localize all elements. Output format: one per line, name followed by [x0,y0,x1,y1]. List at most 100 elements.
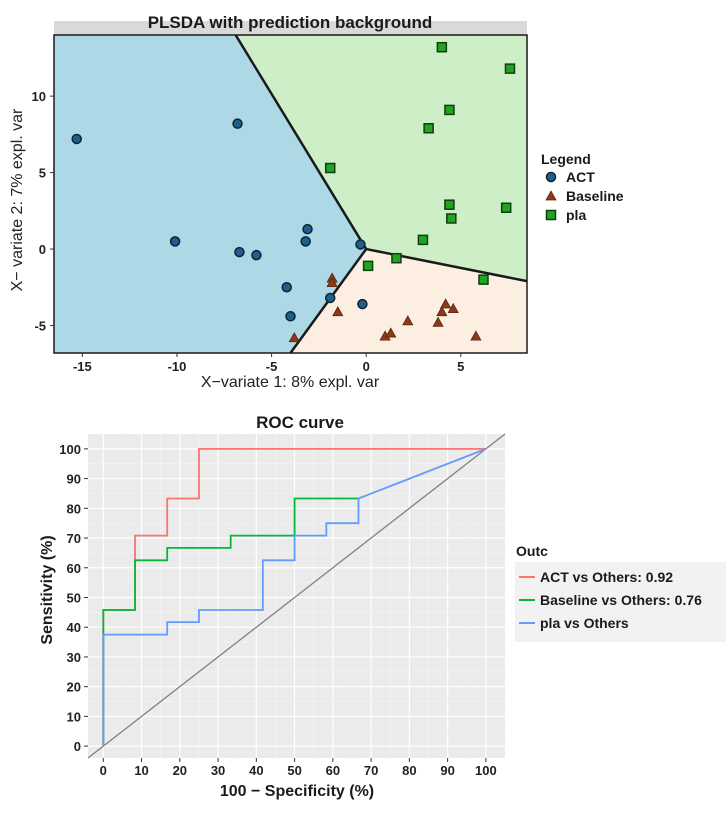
legend-marker-act [545,171,557,183]
legend-marker-pla [545,209,557,221]
point-act [232,118,243,129]
roc-y-tick-label: 30 [67,650,81,665]
legend-marker-baseline [545,190,557,201]
plsda-plot-frame [53,34,528,354]
point-baseline [385,327,397,338]
roc-x-tick-label: 70 [364,763,378,778]
plsda-x-tick-label: 0 [363,359,370,374]
point-baseline [326,276,338,288]
region-act [54,35,367,353]
point-act [357,298,368,310]
point-baseline [288,331,300,343]
roc-x-tick-label: 60 [326,763,340,778]
roc-legend-label-act-vs-others-0-92: ACT vs Others: 0.92 [540,569,673,585]
roc-y-tick-label: 70 [67,531,81,546]
plsda-y-tick-label: 10 [32,89,46,104]
prediction-regions [54,35,527,353]
roc-series-line-pla-vs-others [102,448,487,747]
roc-y-ticks: 0 10 20 30 40 50 60 70 80 90 100 [59,442,88,754]
roc-x-ticks: 0 10 20 30 40 50 60 70 80 90 100 [100,758,497,778]
roc-legend-label-pla-vs-others: pla vs Others [540,615,629,631]
roc-y-tick-label: 90 [67,472,81,487]
point-baseline [402,315,414,326]
roc-reference-diagonal [87,433,506,759]
point-baseline [436,305,448,317]
roc-y-tick-label: 10 [67,709,81,724]
plsda-x-ticks: -15 -10 -5 0 5 [73,353,464,374]
plsda-x-tick-label: -10 [168,359,187,374]
region-baseline [290,249,527,353]
roc-x-tick-label: 10 [134,763,148,778]
point-baseline [332,305,344,317]
plsda-title-strip [54,21,527,35]
legend-label-pla: pla [566,207,586,223]
point-baseline [470,330,482,341]
point-pla [500,202,512,214]
legend-label-baseline: Baseline [566,188,624,204]
plsda-chart: PLSDA with prediction background -15 -10-… [9,13,624,391]
plsda-x-tick-label: -5 [266,359,278,374]
point-pla [362,260,374,272]
point-act [324,292,336,304]
point-pla [391,252,402,264]
plsda-x-tick-label: -15 [73,359,92,374]
roc-x-tick-label: 80 [402,763,416,778]
point-act [300,236,311,247]
roc-x-tick-label: 90 [440,763,454,778]
point-pla [324,162,336,174]
roc-y-tick-label: 60 [67,561,81,576]
roc-y-tick-label: 0 [74,739,81,754]
roc-legend-title: Outc [516,543,548,559]
roc-y-tick-label: 80 [67,501,81,516]
point-baseline [432,316,444,327]
roc-chart: ROC curve 0 10 20 30 40 50 60 70 80 90 100 0 10 20 30… [39,413,726,800]
legend-label-act: ACT [566,169,595,185]
point-pla [417,234,429,246]
point-baseline [447,302,459,314]
point-pla [423,123,434,134]
point-pla [478,274,489,285]
roc-x-tick-label: 30 [211,763,225,778]
plsda-title: PLSDA with prediction background [148,13,433,32]
point-pla [436,41,448,53]
boundary-line-1 [234,34,368,250]
plsda-x-axis-label: X−variate 1: 8% expl. var [201,374,380,391]
roc-x-tick-label: 0 [100,763,107,778]
roc-x-tick-label: 50 [287,763,301,778]
point-act [251,249,262,261]
roc-x-tick-label: 20 [173,763,187,778]
plsda-legend: Legend ACT Baseline pla [541,151,624,223]
point-baseline [440,298,452,309]
point-act [169,236,181,247]
plsda-points [71,41,516,343]
point-act [302,223,313,235]
point-act [234,246,245,258]
roc-legend-label-baseline-vs-others-0-76: Baseline vs Others: 0.76 [540,592,702,608]
plsda-legend-title: Legend [541,151,591,167]
roc-lines [87,433,506,759]
point-act [71,133,82,145]
roc-x-tick-label: 40 [249,763,263,778]
roc-y-tick-label: 100 [59,442,81,457]
roc-series-line-baseline-vs-others-0-76 [102,497,359,747]
roc-y-tick-label: 50 [67,590,81,605]
point-pla [444,199,455,210]
roc-y-tick-label: 20 [67,680,81,695]
point-act [285,311,296,322]
roc-x-tick-label: 100 [475,763,497,778]
point-act [355,239,366,250]
plsda-x-tick-label: 5 [457,359,464,374]
point-pla [444,104,455,116]
point-pla [504,63,516,74]
plsda-y-tick-label: 5 [39,166,46,181]
plsda-y-tick-label: 0 [39,242,46,257]
plsda-y-ticks: -5 0 5 10 [32,89,54,333]
plsda-y-tick-label: -5 [34,318,46,333]
point-act [281,282,292,293]
roc-x-axis-label: 100 − Specificity (%) [220,783,374,800]
roc-y-tick-label: 40 [67,620,81,635]
point-pla [446,213,457,224]
plsda-y-axis-label: X− variate 2: 7% expl. var [9,108,26,291]
